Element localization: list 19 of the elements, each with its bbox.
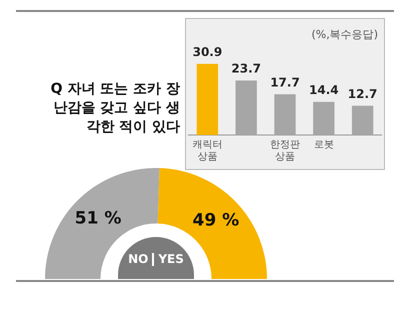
data-label: 12.7 (348, 86, 378, 101)
x-tick-label: 로봇 (314, 140, 334, 151)
bar (236, 80, 257, 135)
data-label: 51 % (74, 208, 122, 229)
slice-label: NO (128, 252, 148, 266)
data-label: 14.4 (308, 83, 339, 98)
chart-subtitle: (%,복수응답) (311, 27, 378, 42)
bar (196, 64, 218, 135)
data-label: 23.7 (231, 62, 262, 76)
data-label: 17.7 (270, 75, 300, 90)
bar (352, 106, 374, 135)
chart-title: Q 자녀 또는 조카 장난감을 갖고 싶다 생각한 적이 있다 (50, 80, 180, 137)
data-label: 30.9 (192, 45, 222, 60)
bar (274, 94, 296, 135)
x-tick-label: 한정판 상품 (270, 140, 300, 163)
slice-label: YES (158, 252, 184, 266)
x-tick-label: 캐릭터 상품 (192, 140, 222, 163)
bar (313, 102, 334, 135)
data-label: 49 % (192, 210, 240, 230)
